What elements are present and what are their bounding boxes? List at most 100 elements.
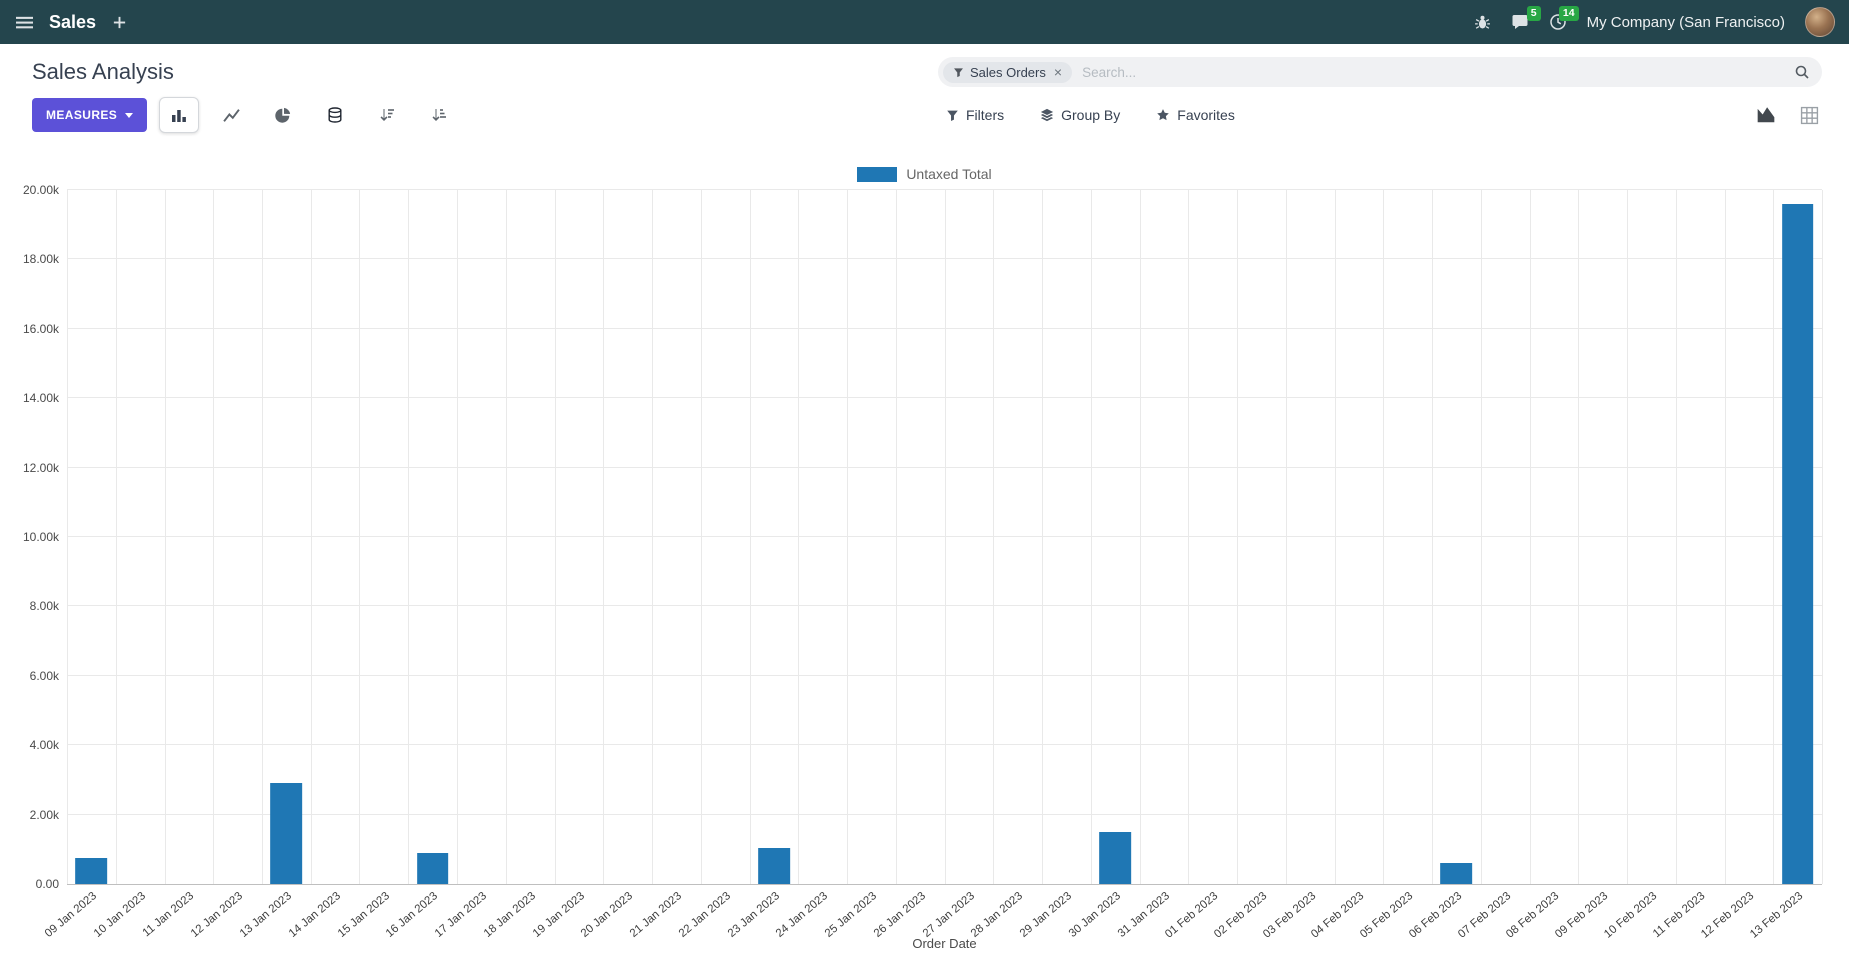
v-gridline: [1432, 190, 1433, 884]
y-axis-label: 4.00k: [29, 738, 59, 753]
v-gridline: [847, 190, 848, 884]
group-by-button[interactable]: Group By: [1040, 107, 1120, 123]
favorites-button[interactable]: Favorites: [1156, 107, 1235, 123]
measures-label: MEASURES: [46, 108, 118, 122]
y-axis-label: 20.00k: [22, 183, 59, 197]
v-gridline: [310, 190, 312, 884]
sort-descending-button[interactable]: [367, 97, 407, 133]
bar[interactable]: [416, 852, 449, 884]
v-gridline: [164, 190, 166, 884]
stacked-toggle-button[interactable]: [315, 97, 355, 133]
v-gridline: [700, 190, 702, 884]
bar-chart-icon: [171, 107, 187, 123]
h-gridline: [67, 813, 1822, 815]
pie-chart-icon: [275, 107, 291, 123]
bar[interactable]: [1099, 831, 1131, 884]
chevron-down-icon: [125, 112, 134, 118]
company-switcher[interactable]: My Company (San Francisco): [1586, 13, 1785, 31]
v-gridline: [1675, 190, 1677, 884]
chart-container: Untaxed Total 0.00 2.00k 4.00k 6.00k 8.00k 10…: [0, 150, 1849, 958]
pivot-grid-icon: [1800, 106, 1819, 125]
v-gridline: [1627, 190, 1628, 884]
user-avatar[interactable]: [1805, 7, 1835, 37]
v-gridline: [1724, 190, 1726, 884]
v-gridline: [67, 190, 68, 884]
apps-menu-icon[interactable]: [16, 14, 33, 31]
sort-ascending-button[interactable]: [419, 97, 459, 133]
y-axis-label: 6.00k: [29, 668, 59, 683]
h-gridline: [67, 466, 1822, 468]
chart-legend[interactable]: Untaxed Total: [0, 166, 1849, 182]
h-gridline: [67, 397, 1822, 399]
debug-bug-icon[interactable]: [1474, 14, 1491, 31]
v-gridline: [505, 190, 507, 884]
v-gridline: [993, 190, 995, 884]
measures-button[interactable]: MEASURES: [32, 98, 148, 132]
pivot-view-button[interactable]: [1800, 106, 1819, 125]
database-stacked-icon: [327, 107, 343, 123]
filters-button[interactable]: Filters: [946, 107, 1004, 123]
bar[interactable]: [1440, 862, 1473, 884]
page-title: Sales Analysis: [32, 59, 174, 84]
h-gridline: [67, 674, 1822, 676]
graph-view-button[interactable]: [1756, 105, 1776, 125]
facet-remove-icon[interactable]: ×: [1053, 64, 1063, 80]
v-gridline: [651, 190, 653, 884]
h-gridline: [67, 189, 1822, 190]
v-gridline: [1090, 190, 1092, 884]
search-input[interactable]: [1072, 64, 1794, 80]
plus-icon[interactable]: [112, 15, 127, 30]
activities-clock-icon[interactable]: 14: [1549, 6, 1579, 31]
search-bar[interactable]: Sales Orders ×: [938, 57, 1822, 87]
h-gridline: [67, 327, 1822, 329]
v-gridline: [554, 190, 556, 884]
y-axis-label: 12.00k: [22, 460, 59, 475]
v-gridline: [603, 190, 605, 884]
search-facet-label: Sales Orders: [970, 64, 1046, 80]
layers-icon: [1040, 108, 1054, 122]
bar[interactable]: [270, 783, 303, 884]
messages-badge: 5: [1526, 6, 1541, 21]
v-gridline: [1236, 190, 1238, 884]
h-gridline: [67, 605, 1822, 607]
filter-funnel-icon: [953, 67, 964, 78]
bar[interactable]: [758, 847, 790, 884]
v-gridline: [408, 190, 410, 884]
search-facet[interactable]: Sales Orders ×: [943, 61, 1073, 83]
h-gridline: [67, 744, 1822, 746]
messages-icon[interactable]: 5: [1511, 6, 1541, 31]
y-axis-label: 14.00k: [22, 391, 59, 406]
v-gridline: [749, 190, 751, 884]
top-navbar: Sales 5 14 My Company (San Francisco): [0, 0, 1849, 44]
line-chart-button[interactable]: [211, 97, 251, 133]
filters-label: Filters: [966, 107, 1005, 123]
v-gridline: [262, 190, 263, 884]
area-chart-icon: [1756, 105, 1776, 125]
legend-swatch: [857, 166, 898, 182]
y-axis-label: 0.00: [35, 877, 59, 891]
v-gridline: [1042, 190, 1043, 884]
bar[interactable]: [75, 857, 108, 884]
pie-chart-button[interactable]: [263, 97, 303, 133]
y-axis-label: 2.00k: [29, 807, 59, 822]
sort-descending-icon: [379, 107, 395, 123]
y-axis-label: 16.00k: [22, 321, 59, 336]
control-panel: Sales Analysis Sales Orders × MEASURE: [0, 44, 1849, 150]
group-by-label: Group By: [1061, 107, 1121, 123]
h-gridline: [67, 258, 1822, 260]
v-gridline: [1334, 190, 1336, 884]
app-name[interactable]: Sales: [49, 11, 97, 32]
v-gridline: [1773, 190, 1775, 884]
search-icon[interactable]: [1794, 64, 1810, 80]
y-axis-label: 10.00k: [22, 530, 59, 544]
favorites-label: Favorites: [1177, 107, 1235, 123]
y-axis-label: 18.00k: [22, 252, 59, 267]
bar-chart-button[interactable]: [159, 97, 200, 133]
star-icon: [1156, 108, 1170, 122]
h-gridline: [67, 536, 1822, 537]
v-gridline: [1188, 190, 1190, 884]
activities-badge: 14: [1558, 6, 1579, 21]
filters-funnel-icon: [946, 109, 959, 122]
y-axis-label: 8.00k: [29, 599, 59, 614]
bar[interactable]: [1781, 203, 1814, 884]
